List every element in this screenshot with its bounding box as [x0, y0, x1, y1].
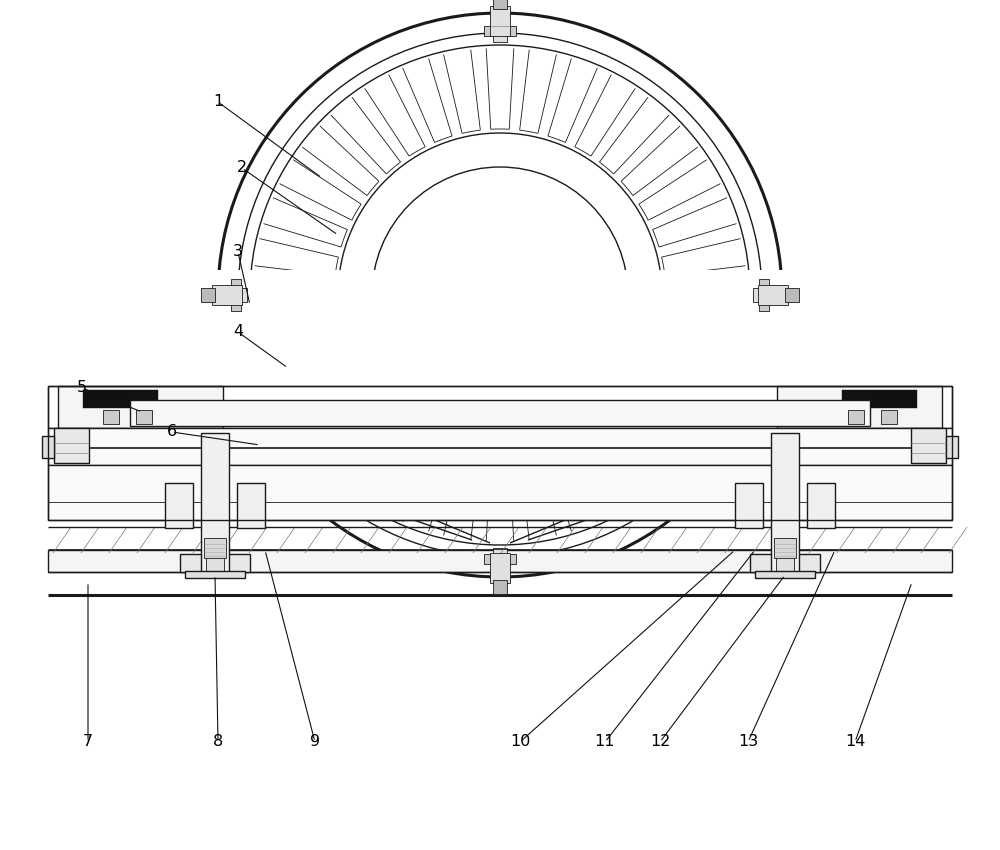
- Bar: [758, 285, 788, 305]
- Bar: [48, 386, 952, 520]
- Bar: [753, 288, 775, 302]
- Text: 2: 2: [237, 161, 247, 175]
- Bar: [54, 428, 89, 463]
- Bar: [48, 465, 952, 520]
- Text: 13: 13: [738, 734, 758, 750]
- Bar: [881, 410, 897, 424]
- Bar: [771, 433, 799, 575]
- Bar: [212, 285, 242, 305]
- Bar: [237, 483, 265, 528]
- Bar: [225, 288, 247, 302]
- Text: 6: 6: [167, 424, 177, 439]
- Text: 14: 14: [845, 734, 865, 750]
- Bar: [507, 554, 516, 564]
- Bar: [785, 288, 799, 302]
- Text: 11: 11: [595, 734, 615, 750]
- Bar: [58, 386, 223, 428]
- Bar: [490, 6, 510, 36]
- Bar: [136, 410, 152, 424]
- Text: 4: 4: [233, 325, 243, 339]
- Bar: [48, 428, 952, 465]
- Bar: [38, 270, 962, 520]
- Bar: [911, 428, 946, 463]
- Text: 10: 10: [510, 734, 530, 750]
- Bar: [493, 580, 507, 594]
- Bar: [493, 0, 507, 9]
- Bar: [759, 302, 769, 311]
- Bar: [83, 390, 158, 408]
- Text: 3: 3: [233, 245, 243, 259]
- Bar: [201, 288, 215, 302]
- Text: 12: 12: [650, 734, 670, 750]
- Bar: [165, 483, 193, 528]
- Bar: [130, 400, 870, 426]
- Bar: [484, 26, 493, 36]
- Bar: [490, 553, 510, 583]
- Bar: [204, 538, 226, 558]
- Text: 7: 7: [83, 734, 93, 750]
- Text: 8: 8: [213, 734, 223, 750]
- Bar: [848, 410, 864, 424]
- Bar: [231, 302, 241, 311]
- Bar: [759, 279, 769, 288]
- Bar: [48, 386, 952, 428]
- Bar: [774, 538, 796, 558]
- Bar: [776, 555, 794, 575]
- Bar: [201, 433, 229, 575]
- Bar: [185, 571, 245, 578]
- Bar: [493, 20, 507, 42]
- Bar: [48, 550, 952, 572]
- Bar: [48, 378, 952, 520]
- Bar: [735, 483, 763, 528]
- Circle shape: [372, 167, 628, 423]
- Text: 9: 9: [310, 734, 320, 750]
- Bar: [231, 279, 241, 288]
- Bar: [946, 436, 958, 458]
- Bar: [750, 554, 820, 572]
- Bar: [755, 571, 815, 578]
- Text: 5: 5: [77, 381, 87, 395]
- Bar: [777, 386, 942, 428]
- Bar: [484, 554, 493, 564]
- Bar: [206, 555, 224, 575]
- Bar: [103, 410, 119, 424]
- Bar: [493, 548, 507, 570]
- Text: 1: 1: [213, 94, 223, 110]
- Bar: [180, 554, 250, 572]
- Bar: [842, 390, 917, 408]
- Bar: [807, 483, 835, 528]
- Bar: [42, 436, 54, 458]
- Bar: [507, 26, 516, 36]
